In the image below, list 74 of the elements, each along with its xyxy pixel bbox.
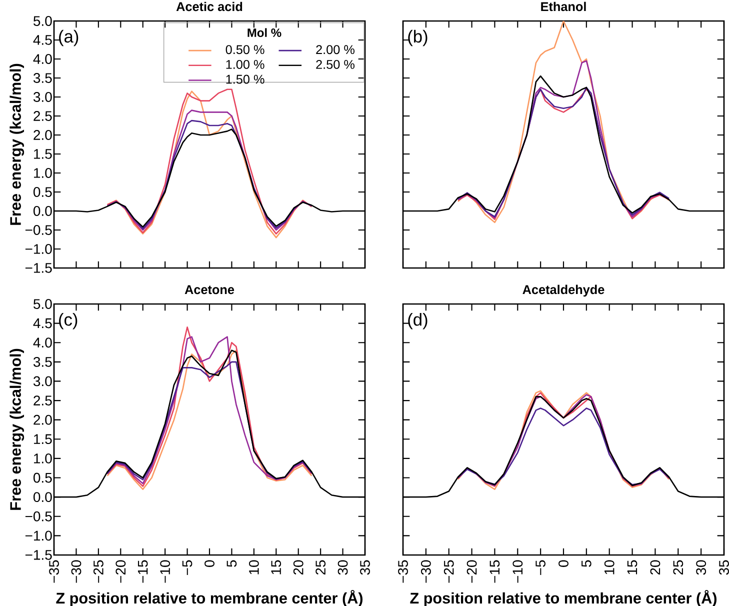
- y-tick-label: 4.5: [33, 318, 52, 328]
- y-tick-label: 1.5: [34, 149, 52, 159]
- y-tick-label: 1.5: [34, 434, 52, 444]
- y-tick-label: 3.5: [33, 356, 52, 367]
- legend-label: 2.00 %: [316, 45, 354, 54]
- y-tick-label: 2.0: [34, 130, 52, 140]
- x-tick-label: 25: [316, 560, 326, 575]
- y-tick-label: 0.5: [33, 472, 52, 483]
- y-axis-title: Free energy (kcal/mol): [10, 348, 24, 510]
- x-tick-label: −20: [466, 560, 477, 583]
- y-tick-label: 3.5: [33, 73, 52, 83]
- x-tick-label: −25: [444, 560, 454, 583]
- y-tick-label: −1.5: [25, 263, 52, 273]
- x-tick-label: 25: [673, 560, 684, 575]
- x-tick-label: 0: [558, 560, 568, 567]
- legend-label: 2.50 %: [316, 60, 354, 69]
- x-tick-label: 20: [650, 560, 660, 575]
- y-tick-label: 0.0: [33, 206, 52, 216]
- x-tick-label: −35: [49, 560, 59, 583]
- y-tick-label: 1.0: [34, 454, 52, 464]
- y-tick-label: 3.0: [33, 92, 52, 102]
- y-tick-label: 4.0: [33, 338, 52, 348]
- y-tick-label: −1.5: [25, 550, 52, 560]
- x-tick-label: 10: [248, 560, 259, 574]
- x-tick-label: 35: [719, 560, 729, 575]
- y-axis-title: Free energy (kcal/mol): [10, 64, 24, 225]
- x-tick-label: 5: [582, 560, 592, 567]
- y-tick-label: 3.0: [33, 376, 52, 386]
- x-tick-label: 0: [204, 560, 214, 567]
- y-tick-label: 2.0: [34, 414, 52, 425]
- x-tick-label: −10: [160, 560, 170, 583]
- y-tick-label: 2.5: [34, 111, 52, 121]
- x-tick-label: −30: [71, 560, 82, 583]
- annotation: (b): [408, 30, 428, 46]
- y-tick-label: −0.5: [25, 225, 52, 235]
- chart-title: Acetaldehyde: [522, 284, 604, 297]
- legend-title: Mol %: [248, 28, 282, 37]
- x-tick-label: −5: [182, 560, 192, 575]
- y-tick-label: −1.0: [25, 530, 52, 541]
- x-tick-label: 20: [293, 560, 304, 575]
- chart-title: Ethanol: [541, 2, 586, 12]
- legend-label: 1.50 %: [226, 74, 264, 84]
- x-tick-label: −5: [536, 560, 546, 575]
- legend-label: 1.00 %: [226, 60, 264, 69]
- x-tick-label: 30: [696, 560, 706, 575]
- legend-label: 0.50 %: [226, 45, 264, 54]
- y-tick-label: 0.0: [33, 492, 52, 502]
- y-tick-label: −0.5: [25, 511, 52, 522]
- x-tick-label: 35: [360, 560, 370, 575]
- x-tick-label: −20: [116, 560, 126, 583]
- y-tick-label: 4.0: [33, 54, 52, 64]
- x-tick-label: −10: [512, 560, 523, 583]
- x-tick-label: −15: [138, 560, 148, 583]
- y-tick-label: 0.5: [33, 187, 52, 197]
- y-tick-label: 2.5: [34, 396, 52, 406]
- x-tick-label: 15: [271, 560, 282, 574]
- x-tick-label: 10: [604, 560, 614, 574]
- x-tick-label: 30: [338, 560, 348, 575]
- y-tick-label: 4.5: [33, 35, 52, 45]
- x-tick-label: −35: [398, 560, 408, 583]
- annotation: (c): [59, 313, 78, 330]
- x-tick-label: −30: [420, 560, 431, 583]
- chart-title: Acetone: [184, 285, 234, 294]
- x-tick-label: −15: [490, 560, 500, 583]
- x-tick-label: 5: [226, 560, 237, 567]
- x-tick-label: 15: [627, 560, 638, 574]
- y-tick-label: 5.0: [34, 16, 52, 26]
- y-tick-label: 5.0: [34, 299, 52, 309]
- y-tick-label: 1.0: [34, 168, 52, 178]
- annotation: (d): [408, 313, 428, 330]
- chart-title: Acetic acid: [176, 2, 242, 12]
- x-tick-label: −25: [93, 560, 104, 583]
- annotation: (a): [59, 30, 78, 46]
- y-tick-label: −1.0: [25, 244, 52, 254]
